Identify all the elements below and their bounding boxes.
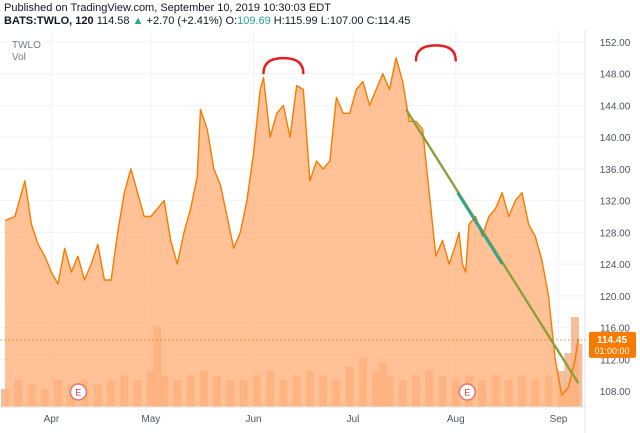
x-axis: Apr May Jun Jul Aug Sep <box>0 406 585 425</box>
high-value: 115.99 <box>284 15 318 27</box>
y-tick-label: 112.00 <box>600 355 630 366</box>
low-value: 107.00 <box>329 15 364 27</box>
y-tick-label: 120.00 <box>600 292 631 303</box>
y-tick-label: 136.00 <box>600 165 631 176</box>
x-tick-label: Apr <box>44 414 60 425</box>
last-price: 114.58 <box>96 15 130 27</box>
x-tick-label: Jun <box>246 414 262 425</box>
earnings-marker-icon <box>458 383 477 401</box>
symbol-label: BATS:TWLO, 120 <box>4 15 94 27</box>
y-tick-label: 128.00 <box>600 228 631 239</box>
x-tick-label: Jul <box>347 414 360 425</box>
high-label: H: <box>273 15 285 27</box>
close-label: C: <box>366 15 378 27</box>
low-label: L: <box>320 15 330 27</box>
y-tick-label: 132.00 <box>600 197 631 208</box>
open-label: O: <box>225 15 238 27</box>
x-tick-label: Aug <box>447 414 465 425</box>
y-tick-label: 108.00 <box>600 387 631 398</box>
volume-bar <box>557 371 566 407</box>
y-tick-label: 144.00 <box>600 101 631 112</box>
volume-bar <box>564 353 573 407</box>
open-value: 109.69 <box>237 15 271 27</box>
change-value: +2.70 (+2.41%) <box>146 15 223 27</box>
price-tag-box <box>589 331 636 358</box>
quote-line: BATS:TWLO, 120 114.58 ▲ +2.70 (+2.41%) O… <box>4 15 410 27</box>
y-tick-label: 124.00 <box>600 260 631 271</box>
close-value: 114.45 <box>377 15 411 27</box>
y-axis[interactable]: 108.00 112.00 116.00 120.00 124.00 128.00 132.… <box>584 30 640 433</box>
peak-arc <box>262 56 305 75</box>
peak-arc <box>414 44 457 62</box>
y-tick-label: 116.00 <box>600 324 630 335</box>
x-tick-label: May <box>141 414 160 425</box>
price-tag-value: 114.45 <box>597 335 627 346</box>
earnings-marker-icon <box>69 383 88 401</box>
legend-symbol: TWLO <box>12 40 41 51</box>
y-axis-bg <box>585 30 640 433</box>
price-area-fill <box>5 57 579 408</box>
y-tick-label: 148.00 <box>600 70 631 81</box>
x-tick-label: Sep <box>550 414 568 425</box>
earnings-marker-label: E <box>464 388 470 398</box>
price-tag-countdown: 01:00:00 <box>594 346 629 356</box>
y-tick-label: 152.00 <box>600 38 631 49</box>
change-arrow-icon: ▲ <box>132 15 144 27</box>
earnings-marker-label: E <box>75 388 81 398</box>
legend-volume: Vol <box>12 52 26 63</box>
trendline <box>456 192 504 265</box>
y-tick-label: 140.00 <box>600 133 631 144</box>
published-line: Published on TradingView.com, September … <box>4 2 331 14</box>
